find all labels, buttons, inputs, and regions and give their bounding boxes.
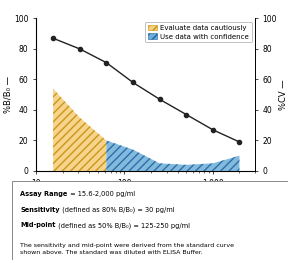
Text: Assay Range: Assay Range [20, 191, 68, 197]
Text: (defined as 50% B/B₀) = 125-250 pg/ml: (defined as 50% B/B₀) = 125-250 pg/ml [56, 222, 190, 229]
Text: (defined as 80% B/B₀) = 30 pg/ml: (defined as 80% B/B₀) = 30 pg/ml [60, 207, 175, 213]
Legend: Evaluate data cautiously, Use data with confidence: Evaluate data cautiously, Use data with … [145, 22, 251, 42]
X-axis label: Prostaglandin (pg/ml): Prostaglandin (pg/ml) [100, 190, 191, 199]
FancyBboxPatch shape [12, 181, 288, 260]
Text: Sensitivity: Sensitivity [20, 207, 60, 213]
Y-axis label: %CV —: %CV — [278, 79, 287, 110]
Text: = 15.6-2,000 pg/ml: = 15.6-2,000 pg/ml [68, 191, 135, 197]
Text: Mid-point: Mid-point [20, 222, 56, 229]
Y-axis label: %B/B₀ —: %B/B₀ — [4, 76, 13, 113]
Text: The sensitivity and mid-point were derived from the standard curve
shown above. : The sensitivity and mid-point were deriv… [20, 243, 234, 255]
